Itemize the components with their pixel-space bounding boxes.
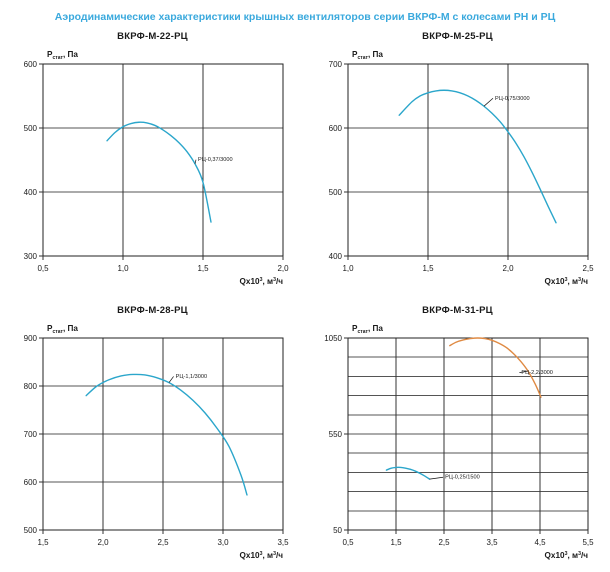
x-tick-label: 1,5 xyxy=(390,538,402,547)
x-tick-label: 2,0 xyxy=(277,264,289,273)
curve-leader-0 xyxy=(194,159,197,164)
x-tick-label: 4,5 xyxy=(534,538,546,547)
y-tick-label: 400 xyxy=(329,252,343,261)
y-tick-label: 400 xyxy=(24,188,38,197)
chart-panel-2: ВКРФ-М-28-РЦ 900 800 700 600 500 1,5 2,0 2,5 3,0… xyxy=(0,298,305,572)
y-axis-caption: Pстат, Па xyxy=(352,50,383,61)
x-tick-label: 3,0 xyxy=(217,538,229,547)
x-axis-caption: Qx103, м3/ч xyxy=(545,551,589,560)
chart-title-0: ВКРФ-М-22-РЦ xyxy=(117,31,188,42)
x-tick-label: 1,0 xyxy=(342,264,354,273)
x-tick-label: 3,5 xyxy=(486,538,498,547)
y-tick-label: 700 xyxy=(329,60,343,69)
curve-1 xyxy=(385,466,431,480)
y-tick-label: 700 xyxy=(24,430,38,439)
chart-title-1: ВКРФ-М-25-РЦ xyxy=(422,31,493,42)
chart-canvas-3: 1050 550 50 0,5 1,5 2,5 3,5 4,5 5,5 Pстат, Па Qx10… xyxy=(305,316,610,564)
x-tick-label: 2,5 xyxy=(438,538,450,547)
x-tick-label: 1,5 xyxy=(37,538,49,547)
x-tick-label: 5,5 xyxy=(582,538,594,547)
y-tick-label: 1050 xyxy=(324,334,342,343)
curve-label-1: РЦ-0,25/1500 xyxy=(445,475,480,481)
chart-canvas-0: 600 500 400 300 0,5 1,0 1,5 2,0 Pстат, Па Qx103, … xyxy=(0,42,305,290)
x-axis-caption: Qx103, м3/ч xyxy=(240,551,284,560)
curve-leader-0 xyxy=(483,98,494,107)
x-tick-label: 0,5 xyxy=(37,264,49,273)
curve-0 xyxy=(449,337,542,398)
chart-title-2: ВКРФ-М-28-РЦ xyxy=(117,305,188,316)
curve-leader-0 xyxy=(168,376,174,383)
y-tick-label: 600 xyxy=(24,60,38,69)
x-tick-label: 1,5 xyxy=(422,264,434,273)
curve-leader-0 xyxy=(519,370,529,373)
chart-panel-3: ВКРФ-М-31-РЦ 1050 550 50 0,5 1,5 2,5 3,5 4,5 5,5… xyxy=(305,298,610,572)
y-tick-label: 500 xyxy=(24,526,38,535)
chart-title-3: ВКРФ-М-31-РЦ xyxy=(422,305,493,316)
chart-canvas-1: 700 600 500 400 1,0 1,5 2,0 2,5 Pстат, Па Qx103, … xyxy=(305,42,610,290)
y-tick-label: 900 xyxy=(24,334,38,343)
x-tick-label: 2,0 xyxy=(502,264,514,273)
y-tick-label: 600 xyxy=(329,124,343,133)
curve-0 xyxy=(398,89,557,224)
x-axis-caption: Qx103, м3/ч xyxy=(545,277,589,286)
y-tick-label: 50 xyxy=(333,526,342,535)
y-tick-label: 600 xyxy=(24,478,38,487)
y-axis-caption: Pстат, Па xyxy=(47,50,78,61)
x-tick-label: 3,5 xyxy=(277,538,289,547)
chart-panel-1: ВКРФ-М-25-РЦ 700 600 500 400 1,0 1,5 2,0 2,5 Pст… xyxy=(305,24,610,298)
curve-leader-1 xyxy=(429,476,444,480)
curve-label-0: РЦ-0,75/3000 xyxy=(495,96,530,102)
chart-canvas-2: 900 800 700 600 500 1,5 2,0 2,5 3,0 3,5 Pстат, Па Q… xyxy=(0,316,305,564)
curve-label-0: РЦ-1,1/3000 xyxy=(176,374,208,380)
curve-0 xyxy=(106,121,212,223)
x-tick-label: 2,5 xyxy=(582,264,594,273)
y-tick-label: 300 xyxy=(24,252,38,261)
curve-label-0: РЦ-0,37/3000 xyxy=(198,157,233,163)
y-tick-label: 800 xyxy=(24,382,38,391)
charts-grid: ВКРФ-М-22-РЦ 600 500 400 300 0,5 1,0 1,5 2,0 Pст… xyxy=(0,24,610,572)
curve-0 xyxy=(85,373,248,496)
x-axis-caption: Qx103, м3/ч xyxy=(240,277,284,286)
curve-label-0: РЦ-2,2/3000 xyxy=(521,370,553,376)
x-tick-label: 1,5 xyxy=(197,264,209,273)
x-tick-label: 0,5 xyxy=(342,538,354,547)
y-axis-caption: Pстат, Па xyxy=(352,324,383,335)
y-tick-label: 500 xyxy=(24,124,38,133)
x-tick-label: 2,0 xyxy=(97,538,109,547)
y-axis-caption: Pстат, Па xyxy=(47,324,78,335)
x-tick-label: 1,0 xyxy=(117,264,129,273)
y-tick-label: 500 xyxy=(329,188,343,197)
y-tick-label: 550 xyxy=(329,430,343,439)
page-title: Аэродинамические характеристики крышных … xyxy=(54,11,556,23)
x-tick-label: 2,5 xyxy=(157,538,169,547)
chart-panel-0: ВКРФ-М-22-РЦ 600 500 400 300 0,5 1,0 1,5 2,0 Pст… xyxy=(0,24,305,298)
